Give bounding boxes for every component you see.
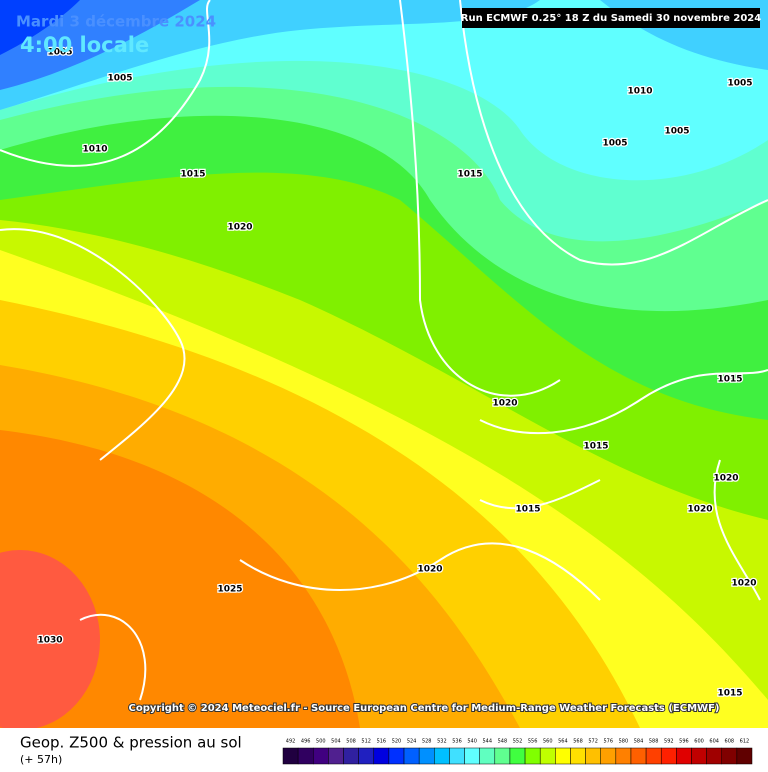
- scale-swatch: [297, 747, 314, 765]
- scale-swatch: [313, 747, 329, 765]
- scale-swatch: [509, 747, 526, 765]
- local-time: 4:00 locale: [20, 33, 149, 57]
- scale-swatch: [706, 747, 722, 765]
- isobar-label: 1030: [37, 636, 62, 646]
- isobar-label: 1005: [107, 74, 132, 84]
- scale-swatch: [645, 747, 662, 765]
- isobar-label: 1015: [515, 505, 540, 515]
- scale-label: 512: [361, 739, 371, 745]
- isobar-label: 1005: [727, 79, 752, 89]
- isobar-label: 1010: [627, 87, 652, 97]
- scale-label: 504: [331, 739, 341, 745]
- scale-label: 540: [467, 739, 477, 745]
- scale-label: 580: [619, 739, 629, 745]
- isobar-label: 1020: [731, 579, 756, 589]
- scale-label: 584: [634, 739, 644, 745]
- isobar-label: 1015: [457, 170, 482, 180]
- isobar-label: 1020: [417, 565, 442, 575]
- scale-swatch: [282, 747, 299, 765]
- isobar-label: 1020: [687, 505, 712, 515]
- scale-label: 500: [316, 739, 326, 745]
- scale-label: 524: [407, 739, 417, 745]
- scale-label: 544: [482, 739, 492, 745]
- lead-time: (+ 57h): [20, 753, 62, 766]
- scale-swatch: [539, 747, 556, 765]
- scale-label: 516: [377, 739, 387, 745]
- scale-label: 536: [452, 739, 462, 745]
- scale-swatch: [388, 747, 405, 765]
- scale-swatch: [358, 747, 375, 765]
- scale-label: 576: [604, 739, 614, 745]
- scale-swatch: [585, 747, 601, 765]
- scale-swatch: [479, 747, 496, 765]
- isobar-label: 1005: [664, 127, 689, 137]
- isobar-label: 1020: [492, 399, 517, 409]
- scale-swatch: [524, 747, 541, 765]
- scale-swatch: [676, 747, 692, 765]
- scale-label: 532: [437, 739, 447, 745]
- isobar-label: 1015: [583, 442, 608, 452]
- scale-label: 604: [709, 739, 719, 745]
- scale-swatch: [328, 747, 344, 765]
- scale-label: 572: [588, 739, 598, 745]
- scale-swatch: [630, 747, 647, 765]
- date: Mardi 3 décembre 2024: [16, 13, 216, 31]
- scale-label: 520: [392, 739, 402, 745]
- scale-swatch: [343, 747, 359, 765]
- scale-swatch: [464, 747, 480, 765]
- pressure-field: [0, 0, 768, 730]
- scale-swatch: [373, 747, 390, 765]
- scale-swatch: [615, 747, 632, 765]
- scale-label: 600: [694, 739, 704, 745]
- scale-swatch: [418, 747, 435, 765]
- scale-label: 608: [725, 739, 735, 745]
- scale-label: 564: [558, 739, 568, 745]
- isobar-label: 1015: [180, 170, 205, 180]
- footer-title: Geop. Z500 & pression au sol: [20, 734, 242, 752]
- isobar-label: 1015: [717, 375, 742, 385]
- scale-label: 612: [740, 739, 750, 745]
- isobar-label: 1010: [82, 145, 107, 155]
- scale-swatch: [721, 747, 738, 765]
- isobars: [0, 0, 768, 701]
- scale-swatch: [691, 747, 707, 765]
- scale-label: 560: [543, 739, 553, 745]
- isobar-label: 1020: [713, 474, 738, 484]
- scale-swatch: [494, 747, 511, 765]
- scale-swatch: [600, 747, 617, 765]
- scale-label: 552: [513, 739, 523, 745]
- isobar-label: 1005: [47, 48, 72, 58]
- scale-label: 528: [422, 739, 432, 745]
- copyright: Copyright © 2024 Meteociel.fr - Source E…: [129, 703, 720, 714]
- scale-label: 568: [573, 739, 583, 745]
- scale-label: 548: [498, 739, 508, 745]
- scale-swatch: [660, 747, 677, 765]
- isobar-label: 1025: [217, 585, 242, 595]
- scale-label: 596: [679, 739, 689, 745]
- scale-swatch: [403, 747, 420, 765]
- scale-swatch: [570, 747, 586, 765]
- isobar-label: 1005: [602, 139, 627, 149]
- scale-label: 496: [301, 739, 311, 745]
- scale-label: 508: [346, 739, 356, 745]
- isobar-label: 1020: [227, 223, 252, 233]
- run-info: Run ECMWF 0.25° 18 Z du Samedi 30 novemb…: [461, 13, 761, 24]
- scale-swatch: [736, 747, 753, 765]
- scale-label: 492: [286, 739, 296, 745]
- scale-label: 556: [528, 739, 538, 745]
- scale-swatch: [434, 747, 450, 765]
- scale-swatch: [449, 747, 465, 765]
- isobar-label: 1015: [717, 689, 742, 699]
- scale-label: 592: [664, 739, 674, 745]
- scale-swatch: [555, 747, 571, 765]
- scale-label: 588: [649, 739, 659, 745]
